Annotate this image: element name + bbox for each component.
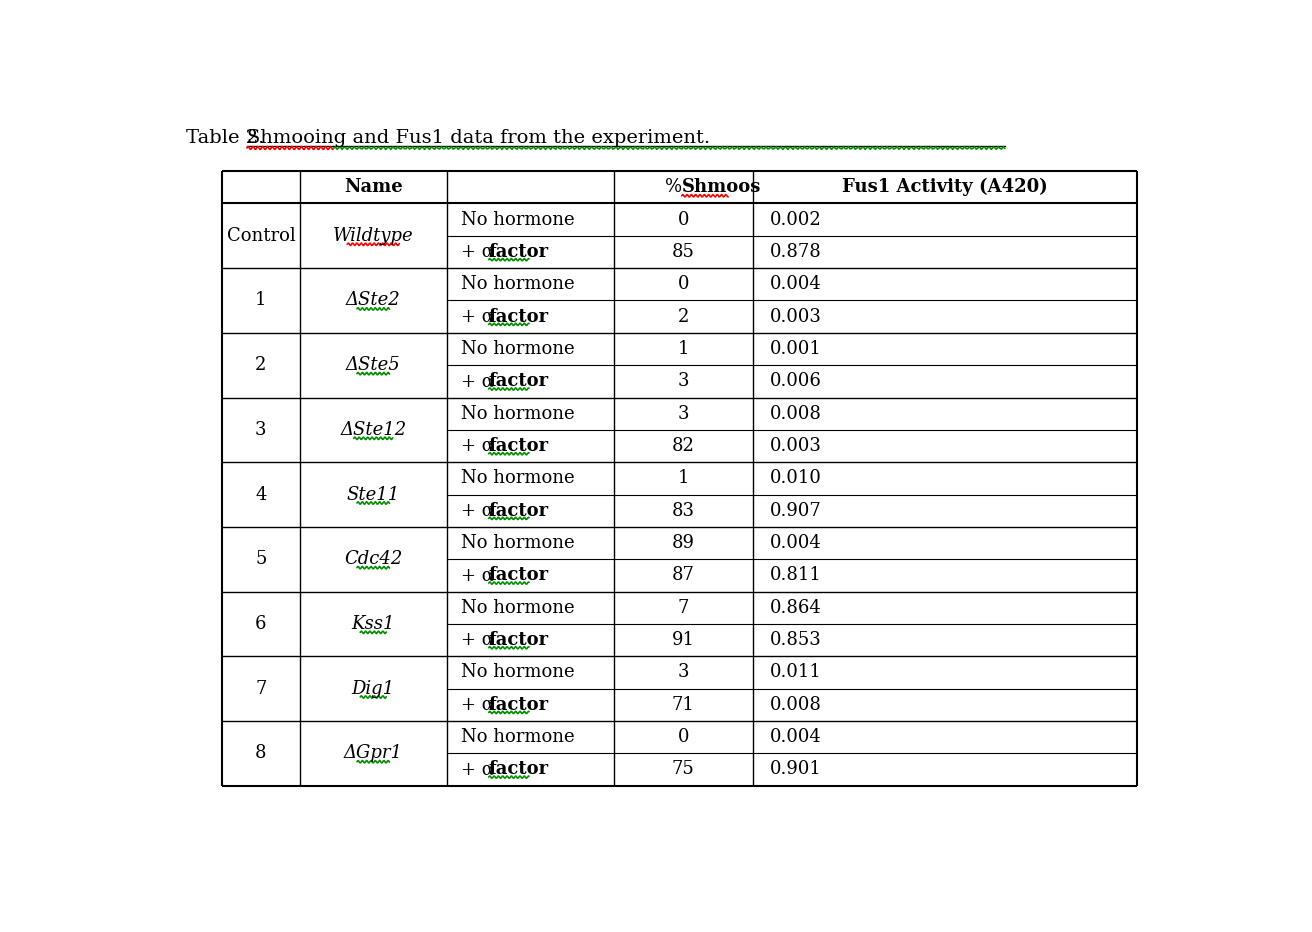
Text: 0.811: 0.811 (770, 567, 821, 584)
Text: 71: 71 (672, 696, 694, 714)
Text: ΔGpr1: ΔGpr1 (344, 745, 403, 762)
Text: 1: 1 (677, 470, 689, 487)
Text: 0: 0 (677, 211, 689, 228)
Text: Shmoos: Shmoos (682, 178, 761, 197)
Text: 0.008: 0.008 (770, 696, 821, 714)
Text: No hormone: No hormone (461, 534, 575, 552)
Text: Cdc42: Cdc42 (344, 550, 403, 569)
Text: 0.003: 0.003 (770, 437, 821, 455)
Text: No hormone: No hormone (461, 340, 575, 358)
Text: No hormone: No hormone (461, 598, 575, 617)
Text: 83: 83 (672, 501, 695, 520)
Text: 0.008: 0.008 (770, 404, 821, 423)
Text: factor: factor (489, 567, 548, 584)
Text: ΔSte2: ΔSte2 (346, 292, 400, 309)
Text: Shmooing and Fus1 data from the experiment.: Shmooing and Fus1 data from the experime… (247, 129, 710, 147)
Text: factor: factor (489, 437, 548, 455)
Text: 0.901: 0.901 (770, 761, 821, 778)
Text: Ste11: Ste11 (346, 486, 400, 503)
Text: 87: 87 (672, 567, 694, 584)
Text: ΔSte12: ΔSte12 (340, 421, 407, 439)
Text: No hormone: No hormone (461, 211, 575, 228)
Text: + α: + α (461, 243, 500, 261)
Text: 0.010: 0.010 (770, 470, 821, 487)
Text: + α: + α (461, 437, 500, 455)
Text: 0.001: 0.001 (770, 340, 821, 358)
Text: 2: 2 (256, 356, 266, 374)
Text: 0.006: 0.006 (770, 373, 821, 391)
Text: Name: Name (344, 178, 403, 197)
Text: Kss1: Kss1 (352, 615, 395, 633)
Text: 2: 2 (677, 308, 689, 325)
Text: 0.004: 0.004 (770, 275, 821, 294)
Text: No hormone: No hormone (461, 404, 575, 423)
Text: 91: 91 (672, 631, 695, 649)
Text: factor: factor (489, 501, 548, 520)
Text: %: % (665, 178, 682, 197)
Text: 7: 7 (677, 598, 689, 617)
Text: Control: Control (227, 226, 295, 245)
Text: 4: 4 (256, 486, 266, 503)
Text: 3: 3 (677, 664, 689, 681)
Text: 0.907: 0.907 (770, 501, 821, 520)
Text: 1: 1 (677, 340, 689, 358)
Text: No hormone: No hormone (461, 728, 575, 747)
Text: 75: 75 (672, 761, 694, 778)
Text: factor: factor (489, 761, 548, 778)
Text: 5: 5 (256, 550, 266, 569)
Text: factor: factor (489, 631, 548, 649)
Text: + α: + α (461, 373, 500, 391)
Text: factor: factor (489, 373, 548, 391)
Text: 0: 0 (677, 275, 689, 294)
Text: 6: 6 (255, 615, 266, 633)
Text: + α: + α (461, 761, 500, 778)
Text: 3: 3 (255, 421, 266, 439)
Text: Table 2.: Table 2. (186, 129, 277, 147)
Text: Dig1: Dig1 (352, 679, 395, 697)
Text: No hormone: No hormone (461, 664, 575, 681)
Text: 0.002: 0.002 (770, 211, 821, 228)
Text: 0.003: 0.003 (770, 308, 821, 325)
Text: 7: 7 (256, 679, 266, 697)
Text: 89: 89 (672, 534, 695, 552)
Text: Fus1 Activity (A420): Fus1 Activity (A420) (842, 178, 1048, 197)
Text: 0.864: 0.864 (770, 598, 821, 617)
Text: 3: 3 (677, 404, 689, 423)
Text: No hormone: No hormone (461, 275, 575, 294)
Text: factor: factor (489, 243, 548, 261)
Text: factor: factor (489, 308, 548, 325)
Text: factor: factor (489, 696, 548, 714)
Text: 82: 82 (672, 437, 694, 455)
Text: 0.011: 0.011 (770, 664, 821, 681)
Text: 85: 85 (672, 243, 694, 261)
Text: + α: + α (461, 501, 500, 520)
Text: No hormone: No hormone (461, 470, 575, 487)
Text: 0.004: 0.004 (770, 728, 821, 747)
Text: 8: 8 (255, 745, 266, 762)
Text: + α: + α (461, 696, 500, 714)
Text: 1: 1 (255, 292, 266, 309)
Text: 0.004: 0.004 (770, 534, 821, 552)
Text: + α: + α (461, 308, 500, 325)
Text: ΔSte5: ΔSte5 (346, 356, 400, 374)
Text: 0.878: 0.878 (770, 243, 821, 261)
Text: 3: 3 (677, 373, 689, 391)
Text: Wildtype: Wildtype (333, 226, 413, 245)
Text: + α: + α (461, 567, 500, 584)
Text: 0.853: 0.853 (770, 631, 821, 649)
Text: 0: 0 (677, 728, 689, 747)
Text: + α: + α (461, 631, 500, 649)
